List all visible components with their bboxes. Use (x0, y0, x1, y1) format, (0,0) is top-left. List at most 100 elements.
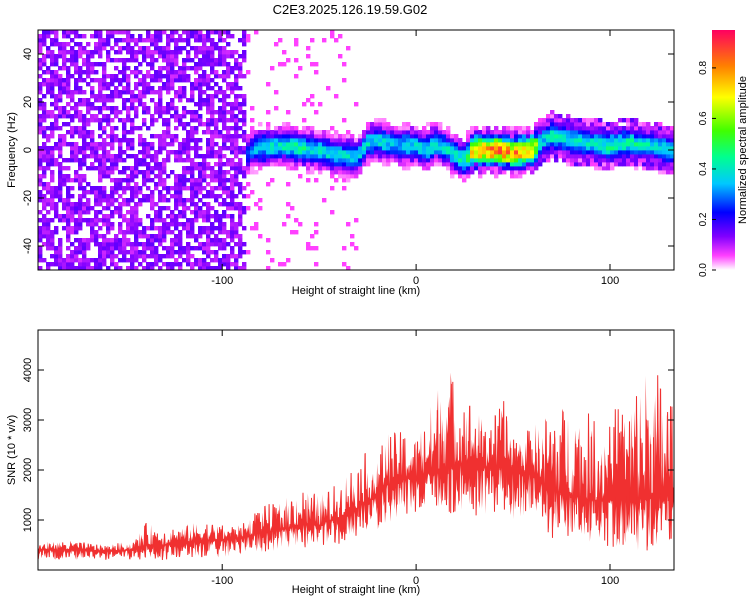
heatmap-cell (194, 54, 199, 59)
heatmap-cell (214, 178, 219, 183)
heatmap-cell (102, 198, 107, 203)
heatmap-cell (226, 54, 231, 59)
heatmap-cell (118, 50, 123, 55)
heatmap-cell (514, 126, 519, 131)
heatmap-cell (170, 50, 175, 55)
heatmap-cell (150, 242, 155, 247)
heatmap-cell (518, 126, 523, 131)
heatmap-cell (130, 214, 135, 219)
heatmap-cell (170, 186, 175, 191)
heatmap-cell (606, 134, 611, 139)
heatmap-cell (162, 50, 167, 55)
heatmap-cell (378, 130, 383, 135)
heatmap-cell (78, 130, 83, 135)
heatmap-cell (206, 202, 211, 207)
heatmap-cell (98, 174, 103, 179)
heatmap-cell (230, 202, 235, 207)
heatmap-cell (122, 214, 127, 219)
heatmap-cell (458, 162, 463, 167)
heatmap-cell (186, 78, 191, 83)
heatmap-cell (142, 58, 147, 63)
heatmap-cell (654, 166, 659, 171)
heatmap-cell (118, 154, 123, 159)
heatmap-cell (66, 142, 71, 147)
heatmap-cell (182, 106, 187, 111)
heatmap-cell (202, 82, 207, 87)
heatmap-cell (186, 38, 191, 43)
heatmap-cell (510, 162, 515, 167)
heatmap-cell (382, 146, 387, 151)
heatmap-cell (118, 242, 123, 247)
heatmap-cell (658, 150, 663, 155)
heatmap-cell (118, 250, 123, 255)
heatmap-cell (234, 78, 239, 83)
heatmap-cell (154, 34, 159, 39)
heatmap-cell (86, 54, 91, 59)
heatmap-cell (226, 190, 231, 195)
heatmap-cell (178, 222, 183, 227)
heatmap-cell (410, 146, 415, 151)
heatmap-cell (426, 134, 431, 139)
heatmap-cell (58, 194, 63, 199)
heatmap-cell (126, 230, 131, 235)
heatmap-cell (578, 118, 583, 123)
heatmap-cell (122, 218, 127, 223)
heatmap-cell (54, 194, 59, 199)
heatmap-cell (146, 246, 151, 251)
heatmap-cell (646, 130, 651, 135)
heatmap-cell (90, 146, 95, 151)
heatmap-cell (530, 138, 535, 143)
heatmap-cell (194, 234, 199, 239)
heatmap-cell (478, 158, 483, 163)
heatmap-cell (178, 202, 183, 207)
heatmap-cell (514, 146, 519, 151)
heatmap-cell (86, 42, 91, 47)
heatmap-cell (494, 170, 499, 175)
heatmap-cell (246, 182, 251, 187)
heatmap-cell (498, 158, 503, 163)
heatmap-cell (98, 178, 103, 183)
heatmap-cell (234, 86, 239, 91)
heatmap-cell (42, 206, 47, 211)
heatmap-cell (146, 262, 151, 267)
heatmap-cell (222, 214, 227, 219)
heatmap-cell (74, 230, 79, 235)
heatmap-cell (502, 162, 507, 167)
heatmap-cell (146, 106, 151, 111)
heatmap-cell (218, 46, 223, 51)
heatmap-cell (162, 218, 167, 223)
heatmap-cell (122, 98, 127, 103)
heatmap-cell (194, 182, 199, 187)
heatmap-cell (430, 158, 435, 163)
heatmap-cell (498, 130, 503, 135)
heatmap-cell (298, 138, 303, 143)
heatmap-cell (186, 34, 191, 39)
heatmap-cell (314, 70, 319, 75)
heatmap-cell (338, 154, 343, 159)
heatmap-cell (218, 174, 223, 179)
heatmap-cell (162, 262, 167, 267)
heatmap-cell (310, 170, 315, 175)
heatmap-cell (378, 126, 383, 131)
heatmap-cell (62, 54, 67, 59)
heatmap-cell (162, 206, 167, 211)
heatmap-cell (118, 118, 123, 123)
heatmap-cell (230, 190, 235, 195)
heatmap-cell (234, 154, 239, 159)
heatmap-cell (230, 142, 235, 147)
heatmap-cell (422, 158, 427, 163)
heatmap-cell (154, 174, 159, 179)
heatmap-cell (150, 146, 155, 151)
heatmap-cell (130, 126, 135, 131)
heatmap-cell (342, 262, 347, 267)
heatmap-cell (294, 126, 299, 131)
heatmap-cell (122, 30, 127, 35)
heatmap-cell (70, 130, 75, 135)
heatmap-cell (154, 234, 159, 239)
heatmap-cell (230, 158, 235, 163)
heatmap-cell (122, 150, 127, 155)
heatmap-cell (158, 50, 163, 55)
heatmap-cell (282, 222, 287, 227)
heatmap-cell (614, 150, 619, 155)
heatmap-cell (70, 206, 75, 211)
